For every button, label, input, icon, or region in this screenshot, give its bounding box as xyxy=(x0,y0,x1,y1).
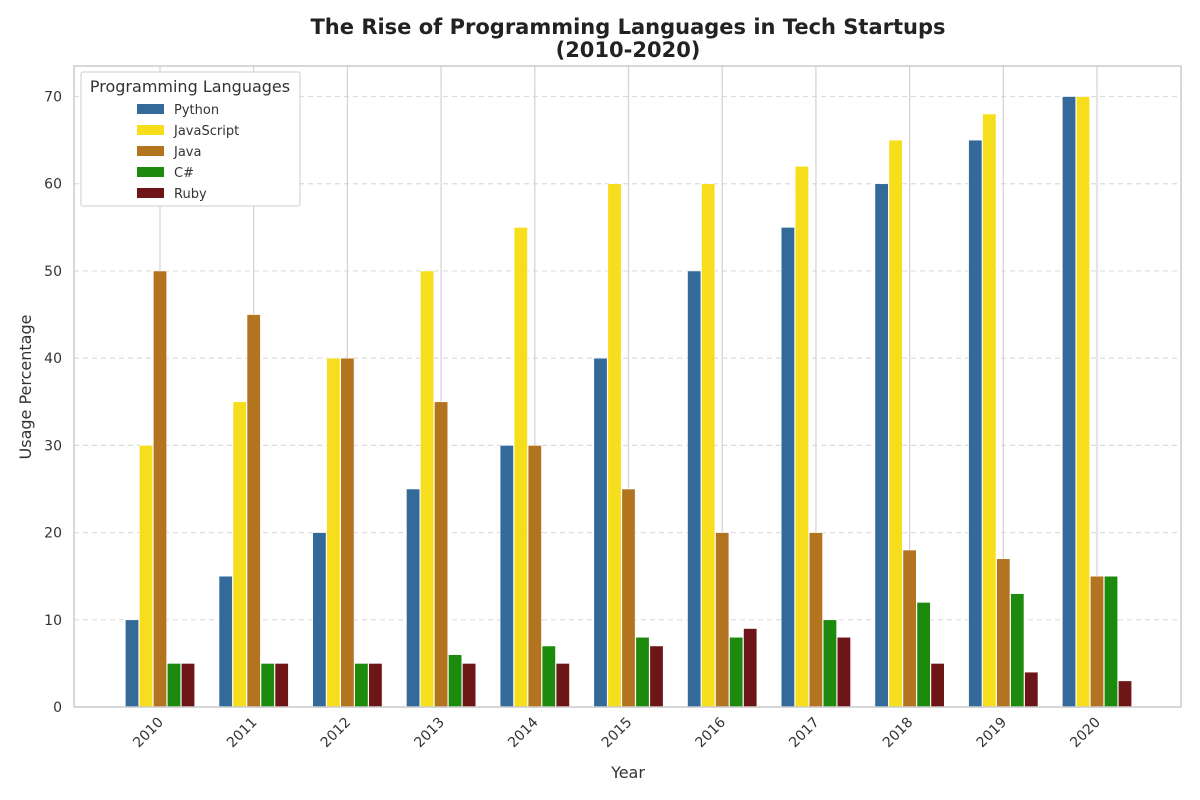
legend-label: Python xyxy=(174,103,219,118)
bar-java-2018 xyxy=(902,549,917,708)
bar-ruby-2020 xyxy=(1118,680,1133,708)
y-tick-label: 10 xyxy=(44,613,62,629)
legend-label: C# xyxy=(174,166,194,181)
bar-ruby-2011 xyxy=(274,663,289,708)
bar-ruby-2013 xyxy=(462,663,477,708)
bar-c--2019 xyxy=(1010,593,1025,708)
bar-python-2017 xyxy=(780,227,795,708)
bar-ruby-2015 xyxy=(649,645,664,708)
bar-c--2015 xyxy=(635,636,650,708)
bar-javascript-2014 xyxy=(513,227,528,708)
y-tick-label: 60 xyxy=(44,177,62,193)
legend-title: Programming Languages xyxy=(90,77,290,96)
bar-python-2019 xyxy=(968,139,983,708)
bar-java-2015 xyxy=(621,488,636,708)
bar-java-2013 xyxy=(434,401,449,708)
legend-swatch xyxy=(137,188,164,198)
bar-java-2011 xyxy=(246,314,261,708)
legend: Programming Languages Python JavaScript Ja… xyxy=(80,71,301,207)
bar-java-2010 xyxy=(153,270,168,708)
legend-label: Java xyxy=(173,145,201,160)
legend-box xyxy=(80,71,301,207)
y-tick-label: 0 xyxy=(53,700,62,716)
bar-c--2011 xyxy=(260,663,275,708)
bar-c--2010 xyxy=(167,663,182,708)
bar-javascript-2016 xyxy=(701,183,716,708)
y-axis-label: Usage Percentage xyxy=(16,315,35,460)
y-tick-label: 50 xyxy=(44,264,62,280)
bar-python-2014 xyxy=(499,445,514,708)
bar-java-2016 xyxy=(715,532,730,708)
bar-java-2014 xyxy=(527,445,542,708)
bar-c--2018 xyxy=(916,602,931,708)
bar-python-2011 xyxy=(218,575,233,708)
bar-c--2014 xyxy=(541,645,556,708)
bar-javascript-2011 xyxy=(232,401,247,708)
bar-javascript-2020 xyxy=(1076,96,1091,708)
plot-frame xyxy=(73,65,1182,708)
legend-items: Python JavaScript Java C# Ruby xyxy=(137,103,239,202)
y-tick-label: 40 xyxy=(44,351,62,367)
bars-layer xyxy=(125,96,1133,708)
bar-c--2020 xyxy=(1104,575,1119,708)
y-tick-label: 30 xyxy=(44,438,62,454)
bar-java-2012 xyxy=(340,357,355,708)
bar-java-2019 xyxy=(996,558,1011,708)
bar-javascript-2013 xyxy=(420,270,435,708)
bar-python-2015 xyxy=(593,357,608,708)
bar-javascript-2019 xyxy=(982,113,997,708)
legend-swatch xyxy=(137,146,164,156)
x-axis-label: Year xyxy=(610,763,645,782)
legend-label: JavaScript xyxy=(173,124,239,139)
bar-ruby-2010 xyxy=(181,663,196,708)
legend-swatch xyxy=(137,125,164,135)
bar-c--2013 xyxy=(448,654,463,708)
bar-ruby-2016 xyxy=(743,628,758,708)
bar-c--2016 xyxy=(729,636,744,708)
bar-javascript-2018 xyxy=(888,139,903,708)
bar-python-2016 xyxy=(687,270,702,708)
bar-ruby-2017 xyxy=(836,636,851,708)
bar-python-2010 xyxy=(125,619,140,708)
legend-swatch xyxy=(137,167,164,177)
bar-ruby-2014 xyxy=(555,663,570,708)
bar-c--2017 xyxy=(822,619,837,708)
bar-ruby-2012 xyxy=(368,663,383,708)
bar-javascript-2010 xyxy=(139,445,154,708)
chart-title: The Rise of Programming Languages in Tec… xyxy=(310,15,945,39)
bar-java-2017 xyxy=(808,532,823,708)
bar-python-2020 xyxy=(1062,96,1077,708)
bar-javascript-2015 xyxy=(607,183,622,708)
bar-ruby-2018 xyxy=(930,663,945,708)
bar-ruby-2019 xyxy=(1024,671,1039,708)
bar-javascript-2017 xyxy=(794,165,809,708)
y-tick-label: 70 xyxy=(44,90,62,106)
y-tick-label: 20 xyxy=(44,526,62,542)
legend-label: Ruby xyxy=(174,187,207,202)
bar-python-2012 xyxy=(312,532,327,708)
bar-c--2012 xyxy=(354,663,369,708)
legend-swatch xyxy=(137,104,164,114)
bar-python-2013 xyxy=(406,488,421,708)
chart-subtitle: (2010-2020) xyxy=(556,38,701,62)
bar-python-2018 xyxy=(874,183,889,708)
bar-java-2020 xyxy=(1090,575,1105,708)
bar-javascript-2012 xyxy=(326,357,341,708)
